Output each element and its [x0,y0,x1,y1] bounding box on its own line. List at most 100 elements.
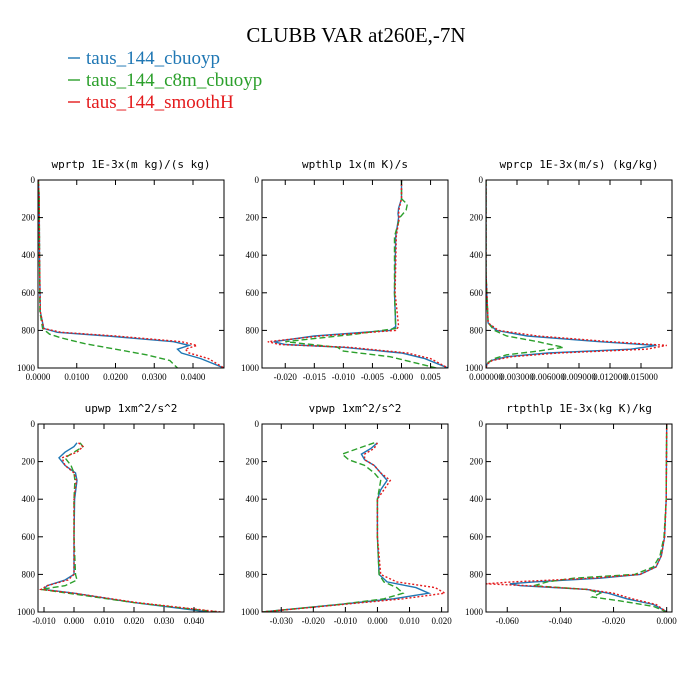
panel-title: upwp 1xm^2/s^2 [85,402,178,415]
y-tick-label: 600 [22,288,36,298]
y-tick-label: 200 [470,213,484,223]
x-tick-label: 0.009000 [562,372,596,382]
y-tick-label: 0 [255,419,260,429]
series-line-taus-144-c8m-cbuoyp [40,442,219,612]
x-tick-label: -0.020 [274,372,298,382]
x-tick-label: -0.040 [549,616,573,626]
x-tick-label: -0.010 [332,372,356,382]
x-tick-label: -0.030 [270,616,294,626]
y-tick-label: 800 [470,569,484,579]
series-group [267,180,448,368]
series-line-taus-144-c8m-cbuoyp [486,180,564,368]
y-tick-label: 400 [246,250,260,260]
y-tick-label: 800 [22,325,36,335]
series-group [262,442,447,612]
x-tick-label: -0.015 [303,372,327,382]
x-tick-label: -0.010 [334,616,358,626]
y-tick-label: 800 [246,569,260,579]
x-tick-label: -0.005 [361,372,385,382]
x-tick-label: 0.020 [124,616,145,626]
panel-upwp-1xm-2-s-2: upwp 1xm^2/s^2 -0.010 0.000 0.010 0.020 0.030… [17,402,225,626]
panel-title: wprcp 1E-3x(m/s) (kg/kg) [500,158,659,171]
y-tick-label: 200 [246,457,260,467]
panel-wprcp-1e-3x-m-s-kg-kg: wprcp 1E-3x(m/s) (kg/kg) 0.0000000.003000… [465,158,673,382]
series-line-taus-144-smoothh [262,442,447,612]
legend-label-taus-144-c8m-cbuoyp: taus_144_c8m_cbuoyp [86,70,262,91]
series-line-taus-144-cbuoyp [509,424,668,612]
y-tick-label: 1000 [241,607,260,617]
legend-label-taus-144-cbuoyp: taus_144_cbuoyp [86,48,220,69]
x-tick-label: -0.020 [602,616,626,626]
x-tick-label: 0.030 [154,616,175,626]
x-tick-label: 0.0000 [26,372,51,382]
series-line-taus-144-smoothh [38,442,222,612]
y-tick-label: 1000 [17,607,36,617]
x-tick-label: -0.020 [302,616,326,626]
x-tick-label: 0.0300 [142,372,167,382]
series-line-taus-144-cbuoyp [42,442,210,612]
legend-label-taus-144-smoothh: taus_144_smoothH [86,92,234,113]
series-line-taus-144-smoothh [486,424,668,612]
series-line-taus-144-smoothh [486,180,667,368]
y-tick-label: 600 [470,532,484,542]
x-tick-label: 0.015000 [624,372,658,382]
y-tick-label: 0 [31,419,36,429]
y-tick-label: 200 [246,213,260,223]
x-tick-label: 0.010 [94,616,115,626]
x-tick-label: 0.0200 [103,372,128,382]
series-group [486,180,667,368]
x-tick-label: 0.000 [657,616,678,626]
y-tick-label: 800 [470,325,484,335]
x-tick-label: 0.020 [431,616,452,626]
series-line-taus-144-smoothh [38,180,224,368]
axis-frame [261,423,449,613]
y-tick-label: 600 [246,288,260,298]
panel-rtpthlp-1e-3x-kg-k-kg: rtpthlp 1E-3x(kg K)/kg -0.060 -0.040 -0.020… [465,402,677,626]
x-tick-label: 0.000 [367,616,388,626]
axis-frame [485,423,673,613]
series-group [38,442,222,612]
panel-title: wpthlp 1x(m K)/s [302,158,408,171]
panel-wprtp-1e-3x-m-kg-s-kg: wprtp 1E-3x(m kg)/(s kg) 0.0000 0.0100 0.02… [17,158,225,382]
x-tick-label: 0.010 [399,616,420,626]
series-line-taus-144-c8m-cbuoyp [285,180,437,368]
axis-frame [37,179,225,369]
y-tick-label: 600 [470,288,484,298]
axis-frame [37,423,225,613]
panel-title: vpwp 1xm^2/s^2 [309,402,402,415]
axis-frame [261,179,449,369]
x-tick-label: 0.0100 [64,372,89,382]
series-line-taus-144-cbuoyp [486,180,657,368]
x-tick-label: 0.040 [184,616,205,626]
y-tick-label: 0 [479,419,484,429]
x-tick-label: 0.005 [420,372,441,382]
series-line-taus-144-cbuoyp [273,180,448,368]
x-tick-label: 0.0400 [181,372,206,382]
y-tick-label: 800 [246,325,260,335]
y-tick-label: 1000 [465,607,484,617]
x-tick-label: -0.000 [390,372,414,382]
y-tick-label: 400 [22,494,36,504]
x-tick-label: -0.060 [496,616,520,626]
y-tick-label: 800 [22,569,36,579]
x-tick-label: 0.012000 [593,372,627,382]
y-tick-label: 200 [22,457,36,467]
panel-wpthlp-1x-m-k-s: wpthlp 1x(m K)/s -0.020 -0.015 -0.010 -0.005… [241,158,449,382]
panels: wprtp 1E-3x(m kg)/(s kg)0.0000 0.0100 0.02… [17,158,677,626]
y-tick-label: 600 [246,532,260,542]
legend: taus_144_cbuoyptaus_144_c8m_cbuoyptaus_1… [68,48,262,113]
x-tick-label: 0.000 [64,616,85,626]
y-tick-label: 400 [470,494,484,504]
y-tick-label: 200 [470,457,484,467]
y-tick-label: 400 [22,250,36,260]
panel-vpwp-1xm-2-s-2: vpwp 1xm^2/s^2 -0.030 -0.020 -0.010 0.000 0.0… [241,402,452,626]
y-tick-label: 0 [479,175,484,185]
x-tick-label: -0.010 [32,616,56,626]
y-tick-label: 200 [22,213,36,223]
series-line-taus-144-smoothh [267,180,448,368]
panel-title: rtpthlp 1E-3x(kg K)/kg [506,402,652,415]
y-tick-label: 0 [255,175,260,185]
series-group [486,424,668,612]
series-line-taus-144-c8m-cbuoyp [262,442,405,612]
